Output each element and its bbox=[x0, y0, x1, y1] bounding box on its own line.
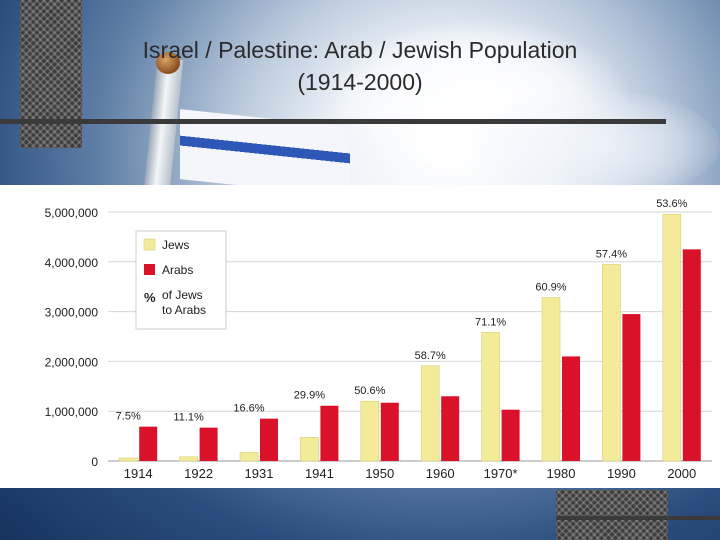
bar-jews bbox=[662, 213, 682, 462]
footer-rule bbox=[556, 516, 720, 520]
legend-label: to Arabs bbox=[162, 303, 206, 317]
bar-jews bbox=[360, 400, 380, 462]
ratio-label: 53.6% bbox=[656, 198, 687, 210]
y-tick-label: 0 bbox=[91, 455, 98, 469]
bar-jews bbox=[602, 264, 621, 462]
ratio-label: 58.7% bbox=[415, 350, 446, 362]
bar-arabs bbox=[380, 402, 399, 461]
x-tick-label: 1931 bbox=[245, 466, 274, 481]
x-tick-label: 1914 bbox=[124, 466, 153, 481]
legend-label: Arabs bbox=[162, 263, 193, 277]
x-tick-label: 1922 bbox=[184, 466, 213, 481]
legend-swatch-arabs bbox=[144, 264, 155, 275]
x-tick-label: 1970* bbox=[484, 466, 518, 481]
legend-swatch-jews bbox=[143, 238, 156, 251]
decorative-hatch-block bbox=[556, 490, 668, 540]
legend-label: Jews bbox=[162, 238, 189, 252]
chart-panel: 5,000,000 4,000,000 3,000,000 2,000,000 1,00… bbox=[0, 185, 720, 488]
bar-arabs bbox=[199, 427, 218, 461]
bar-jews bbox=[179, 456, 198, 462]
ratio-label: 71.1% bbox=[475, 316, 506, 328]
ratio-label: 60.9% bbox=[535, 282, 566, 294]
ratio-label: 57.4% bbox=[596, 248, 627, 260]
slide-title-line2: (1914-2000) bbox=[297, 69, 423, 95]
bar-jews bbox=[118, 457, 138, 462]
y-tick-label: 5,000,000 bbox=[45, 206, 99, 220]
legend-percent-symbol: % bbox=[144, 290, 156, 305]
bar-jews bbox=[481, 332, 500, 462]
y-tick-label: 3,000,000 bbox=[45, 306, 99, 320]
x-tick-label: 1980 bbox=[547, 466, 576, 481]
slide-title: Israel / Palestine: Arab / Jewish Popula… bbox=[60, 34, 660, 98]
bar-arabs bbox=[441, 396, 460, 461]
bar-arabs bbox=[682, 249, 701, 461]
x-tick-label: 2000 bbox=[667, 466, 696, 481]
bar-jews bbox=[541, 297, 561, 462]
bar-arabs bbox=[622, 314, 641, 461]
ratio-label: 50.6% bbox=[354, 385, 385, 397]
bar-arabs bbox=[320, 405, 339, 461]
x-tick-label: 1950 bbox=[365, 466, 394, 481]
population-bar-chart: 5,000,000 4,000,000 3,000,000 2,000,000 1,00… bbox=[45, 198, 712, 481]
ratio-label: 7.5% bbox=[116, 411, 141, 423]
x-tick-label: 1960 bbox=[426, 466, 455, 481]
bar-arabs bbox=[501, 409, 520, 461]
bar-jews bbox=[239, 451, 259, 462]
title-rule bbox=[0, 119, 666, 124]
bar-arabs bbox=[139, 426, 158, 461]
flagpole-finial bbox=[156, 52, 180, 74]
ratio-label: 29.9% bbox=[294, 390, 325, 402]
y-tick-label: 2,000,000 bbox=[45, 355, 99, 369]
y-tick-label: 4,000,000 bbox=[45, 256, 99, 270]
x-tick-label: 1990 bbox=[607, 466, 636, 481]
slide-title-line1: Israel / Palestine: Arab / Jewish Popula… bbox=[142, 37, 578, 63]
y-tick-label: 1,000,000 bbox=[45, 405, 99, 419]
cloud bbox=[470, 90, 720, 200]
ratio-label: 16.6% bbox=[233, 403, 264, 415]
x-tick-label: 1941 bbox=[305, 466, 334, 481]
bar-jews bbox=[300, 437, 319, 462]
ratio-label: 11.1% bbox=[173, 412, 204, 424]
bar-arabs bbox=[260, 418, 278, 461]
bar-arabs bbox=[562, 356, 580, 461]
bar-jews bbox=[420, 365, 440, 462]
legend-label: of Jews bbox=[162, 288, 203, 302]
